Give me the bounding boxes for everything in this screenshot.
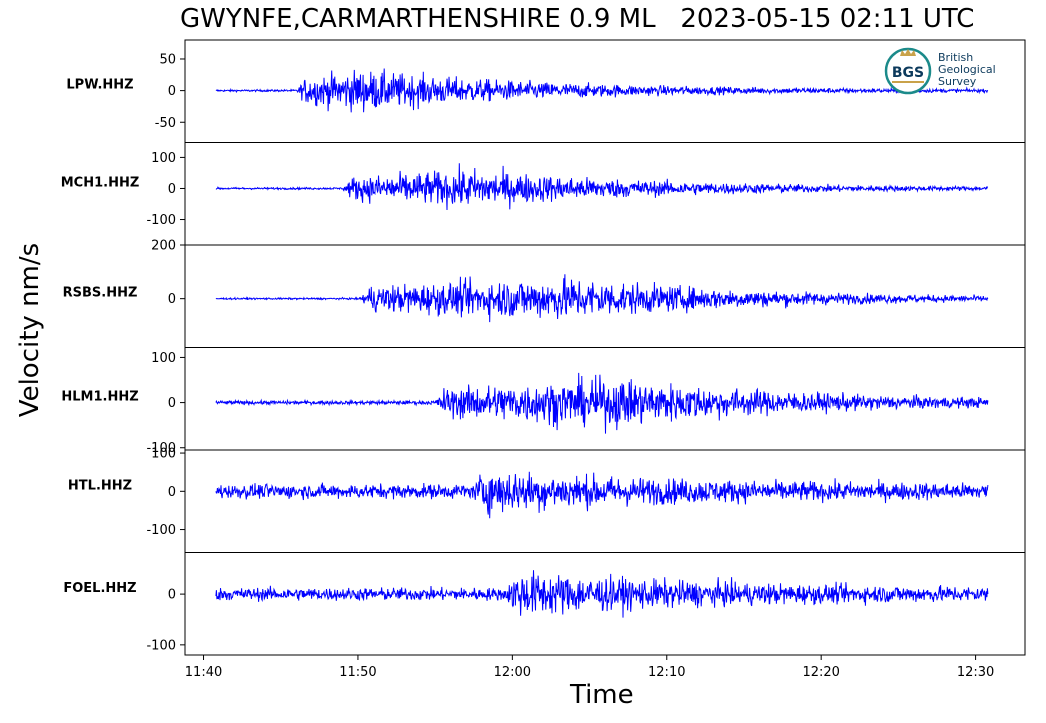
logo-line-3: Survey [938,75,977,88]
y-tick-label: 0 [168,84,176,99]
y-tick-label: 50 [159,52,176,67]
panel-frame [184,347,1026,451]
trace-panel-rsbs-hhz: RSBS.HHZ 200 0 [63,239,1026,348]
waveform-line [215,68,989,113]
logo-wordmark: British Geological Survey [938,52,996,88]
chart-title: GWYNFE,CARMARTHENSHIRE 0.9 ML 2023-05-15… [180,4,975,34]
trace-panel-htl-hhz: HTL.HHZ 100 0 -100 [68,447,1026,553]
logo-badge-text: BGS [892,65,924,81]
x-tick-label: 11:50 [339,665,376,680]
bgs-logo: BGS British Geological Survey [884,46,1014,100]
trace-panels: LPW.HHZ 50 0 -50 MCH1.HHZ 100 0 -100 RSBS.HHZ 200… [61,39,1026,656]
logo-line-1: British [938,51,974,64]
waveform-line [215,471,989,519]
y-tick-label: -100 [146,213,176,228]
x-axis-label: Time [570,680,634,710]
panel-frame [184,142,1026,246]
station-label: FOEL.HHZ [63,581,136,596]
y-tick-label: 0 [168,182,176,197]
y-tick-label: 100 [151,447,176,462]
x-tick-label: 12:30 [957,665,994,680]
y-tick-label: 0 [168,292,176,307]
waveform-line [215,372,989,434]
station-label: RSBS.HHZ [63,286,138,301]
y-tick-label: -100 [146,523,176,538]
panel-frame [184,449,1026,553]
y-tick-label: -100 [146,441,176,456]
x-tick-label: 12:10 [648,665,685,680]
y-tick-label: 200 [151,239,176,254]
trace-panel-lpw-hhz: LPW.HHZ 50 0 -50 [66,39,1026,143]
y-tick-label: 0 [168,485,176,500]
y-tick-label: 100 [151,151,176,166]
y-tick-label: -100 [146,638,176,653]
trace-panel-hlm1-hhz: HLM1.HHZ 100 0 -100 [61,347,1026,456]
x-tick-label: 11:40 [185,665,222,680]
station-label: LPW.HHZ [66,78,133,93]
y-tick-label: 0 [168,588,176,603]
station-label: HLM1.HHZ [61,390,138,405]
y-tick-label: 100 [151,351,176,366]
x-axis: 11:40 11:50 12:00 12:10 12:20 12:30 [185,655,994,680]
x-tick-label: 12:20 [802,665,839,680]
station-label: MCH1.HHZ [61,175,140,190]
trace-panel-foel-hhz: FOEL.HHZ 0 -100 [63,552,1026,656]
x-tick-label: 12:00 [494,665,531,680]
logo-line-2: Geological [938,63,996,76]
station-label: HTL.HHZ [68,478,132,493]
y-tick-label: -50 [155,116,176,131]
trace-panel-mch1-hhz: MCH1.HHZ 100 0 -100 [61,142,1026,246]
waveform-line [215,163,989,211]
bgs-emblem-icon: BGS [884,47,932,95]
waveform-line [215,274,989,323]
waveform-line [215,570,989,618]
y-tick-label: 0 [168,396,176,411]
panel-frame [184,552,1026,656]
